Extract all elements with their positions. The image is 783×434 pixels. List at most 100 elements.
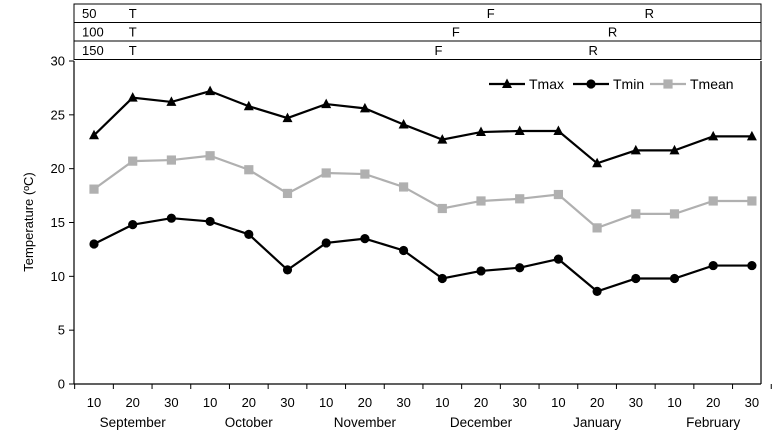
legend-label: Tmax xyxy=(529,76,564,92)
band-event-F: F xyxy=(487,6,495,21)
y-tick-label: 5 xyxy=(58,323,65,338)
y-tick-label: 20 xyxy=(51,161,65,176)
data-point-Tmin xyxy=(321,238,331,248)
data-point-Tmax xyxy=(321,98,332,109)
x-tick-label: 10 xyxy=(319,395,333,410)
data-point-Tmin xyxy=(166,213,176,223)
band-row-100 xyxy=(73,22,762,42)
data-point-Tmin xyxy=(476,266,486,276)
data-point-Tmin xyxy=(437,273,447,284)
x-tick-label: 30 xyxy=(396,395,410,410)
data-point-Tmean xyxy=(669,209,680,219)
legend-marker xyxy=(586,79,596,89)
data-point-Tmean xyxy=(476,196,486,206)
y-tick-label: 0 xyxy=(58,377,65,392)
data-point-Tmax xyxy=(89,129,99,140)
data-point-Tmean xyxy=(89,184,99,194)
data-point-Tmean xyxy=(166,155,176,165)
x-tick-label: 20 xyxy=(590,395,604,410)
x-tick-label: 20 xyxy=(125,395,139,410)
data-point-Tmin xyxy=(244,229,254,239)
month-label: October xyxy=(225,415,274,430)
data-point-Tmean xyxy=(399,182,409,192)
band-event-R: R xyxy=(608,25,617,40)
data-point-Tmax xyxy=(166,96,177,106)
data-point-Tmean xyxy=(244,165,254,175)
data-point-Tmax xyxy=(746,130,757,141)
data-point-Tmin xyxy=(128,220,138,230)
x-tick-label: 10 xyxy=(551,395,565,410)
data-point-Tmin xyxy=(399,245,409,256)
x-tick-label: 30 xyxy=(164,395,178,410)
y-axis-label: Temperature (ºC) xyxy=(21,172,36,271)
x-tick-label: 10 xyxy=(203,395,217,410)
data-point-Tmin xyxy=(631,273,641,284)
x-tick-label: 30 xyxy=(745,395,759,410)
month-label: December xyxy=(450,415,513,430)
data-point-Tmean xyxy=(282,188,293,199)
legend-label: Tmean xyxy=(690,76,734,92)
data-point-Tmean xyxy=(128,156,138,166)
data-point-Tmin xyxy=(553,254,564,264)
data-point-Tmean xyxy=(747,196,757,206)
data-point-Tmax xyxy=(437,134,448,144)
x-tick-label: 20 xyxy=(358,395,372,410)
data-point-Tmin xyxy=(205,216,215,227)
data-point-Tmax xyxy=(514,125,525,135)
data-point-Tmin xyxy=(747,260,757,271)
legend: Tmax Tmin Tmean xyxy=(489,76,734,92)
data-point-Tmax xyxy=(476,126,486,137)
x-tick-label: 20 xyxy=(474,395,488,410)
data-point-Tmax xyxy=(592,157,603,168)
x-tick-label: 10 xyxy=(435,395,449,410)
data-point-Tmean xyxy=(321,168,331,178)
month-label: February xyxy=(686,415,740,430)
band-event-R: R xyxy=(645,6,654,21)
series-lines xyxy=(89,85,757,297)
band-row-150 xyxy=(73,40,762,60)
data-point-Tmean xyxy=(631,209,641,219)
data-point-Tmean xyxy=(205,151,215,161)
x-tick-label: 20 xyxy=(706,395,720,410)
data-point-Tmean xyxy=(437,203,447,214)
band-event-R: R xyxy=(589,43,598,58)
phenology-bands: 50 T F R 100 T F R 150 T F R xyxy=(73,3,762,60)
data-point-Tmax xyxy=(127,92,138,102)
x-tick-label: 30 xyxy=(280,395,294,410)
x-tick-label: 10 xyxy=(87,395,101,410)
data-point-Tmin xyxy=(89,239,99,249)
band-label: 150 xyxy=(82,43,104,58)
data-point-Tmin xyxy=(360,234,370,244)
data-point-Tmax xyxy=(553,125,564,135)
band-label: 100 xyxy=(82,25,104,40)
x-tick-label: 10 xyxy=(667,395,681,410)
legend-item-Tmax: Tmax xyxy=(489,76,564,92)
data-point-Tmax xyxy=(630,144,641,155)
data-point-Tmax xyxy=(359,102,370,113)
data-point-Tmax xyxy=(205,85,216,96)
y-tick-label: 15 xyxy=(51,215,65,230)
month-label: September xyxy=(100,415,167,430)
band-label: 50 xyxy=(82,6,96,21)
legend-marker xyxy=(502,78,512,88)
series-Tmean xyxy=(89,151,757,233)
series-line-Tmin xyxy=(93,217,752,293)
series-line-Tmax xyxy=(93,89,752,165)
data-point-Tmin xyxy=(669,273,680,284)
legend-label: Tmin xyxy=(613,76,644,92)
data-point-Tmean xyxy=(360,169,370,179)
data-point-Tmean xyxy=(592,223,602,233)
y-tick-label: 10 xyxy=(51,269,65,284)
data-point-Tmean xyxy=(708,196,718,206)
data-point-Tmin xyxy=(282,265,293,275)
band-event-F: F xyxy=(434,43,442,58)
x-tick-label: 30 xyxy=(629,395,643,410)
data-point-Tmax xyxy=(669,144,680,155)
axes: 0 5 10 15 20 25 30 10 20 30 10 20 30 10 20 30 10 20 30 10 20… xyxy=(51,54,772,430)
legend-marker xyxy=(663,79,673,89)
band-event-T: T xyxy=(129,43,137,58)
series-line-Tmean xyxy=(93,154,752,230)
legend-item-Tmin: Tmin xyxy=(573,76,644,92)
data-point-Tmax xyxy=(282,112,293,123)
